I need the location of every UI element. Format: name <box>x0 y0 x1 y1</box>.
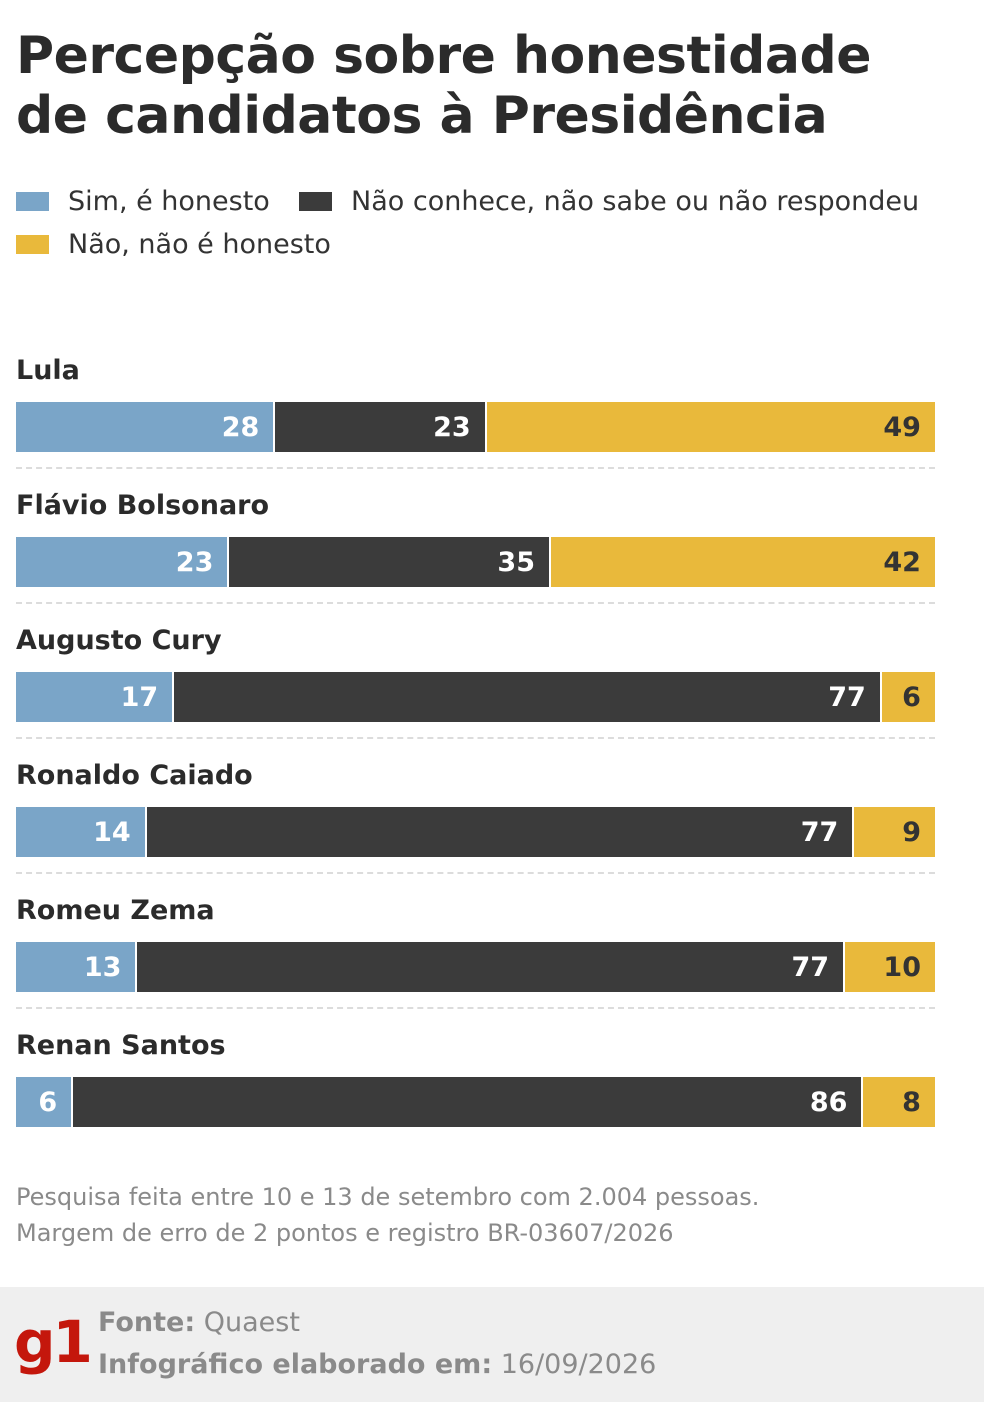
date-value: 16/09/2026 <box>500 1349 657 1380</box>
bar-segment-nao: 49 <box>484 402 935 452</box>
candidate-label: Lula <box>16 355 80 386</box>
bar-segment-nao: 8 <box>861 1077 935 1127</box>
bar-segment-sim: 13 <box>16 942 136 992</box>
legend-label-ns: Não conhece, não sabe ou não respondeu <box>351 186 920 217</box>
legend-label-sim: Sim, é honesto <box>68 186 270 217</box>
title-line-1: Percepção sobre honestidade <box>16 26 871 86</box>
candidate-label: Renan Santos <box>16 1030 226 1061</box>
g1-logo: g1 <box>14 1308 93 1376</box>
row-divider <box>16 1007 935 1009</box>
source-value: Quaest <box>203 1307 300 1338</box>
bar-segment-sim: 14 <box>16 807 145 857</box>
bar-segment-sim: 23 <box>16 537 228 587</box>
date-line: Infográfico elaborado em: 16/09/2026 <box>98 1349 656 1380</box>
legend-item-ns: Não conhece, não sabe ou não respondeu <box>299 186 919 217</box>
bar-segment-nao: 6 <box>879 672 935 722</box>
source-label: Fonte: <box>98 1307 196 1338</box>
legend-label-nao: Não, não é honesto <box>68 229 331 260</box>
margin-note: Margem de erro de 2 pontos e registro BR… <box>16 1219 674 1247</box>
bar-segment-ns: 77 <box>144 807 853 857</box>
candidate-label: Ronaldo Caiado <box>16 760 253 791</box>
bar-segment-ns: 77 <box>135 942 844 992</box>
candidate-label: Flávio Bolsonaro <box>16 490 270 521</box>
stacked-bar: 23 35 42 <box>16 537 935 587</box>
legend-item-sim: Sim, é honesto <box>16 186 270 217</box>
date-label: Infográfico elaborado em: <box>98 1349 493 1380</box>
candidate-label: Romeu Zema <box>16 895 215 926</box>
bar-segment-nao: 10 <box>843 942 935 992</box>
bar-segment-sim: 28 <box>16 402 274 452</box>
bar-segment-nao: 42 <box>549 537 935 587</box>
bar-segment-ns: 35 <box>227 537 549 587</box>
bar-segment-ns: 86 <box>71 1077 862 1127</box>
title-line-2: de candidatos à Presidência <box>16 86 828 146</box>
bar-segment-ns: 23 <box>273 402 485 452</box>
stacked-bar: 13 77 10 <box>16 942 935 992</box>
chart-title: Percepção sobre honestidade de candidato… <box>16 26 966 146</box>
legend-item-nao: Não, não é honesto <box>16 229 331 260</box>
stacked-bar: 28 23 49 <box>16 402 935 452</box>
candidate-label: Augusto Cury <box>16 625 222 656</box>
row-divider <box>16 602 935 604</box>
legend-swatch-nao <box>16 235 49 254</box>
stacked-bar: 14 77 9 <box>16 807 935 857</box>
bar-segment-sim: 6 <box>16 1077 72 1127</box>
row-divider <box>16 737 935 739</box>
bar-segment-nao: 9 <box>852 807 935 857</box>
bar-segment-sim: 17 <box>16 672 173 722</box>
row-divider <box>16 872 935 874</box>
row-divider <box>16 467 935 469</box>
stacked-bar: 6 86 8 <box>16 1077 935 1127</box>
survey-note: Pesquisa feita entre 10 e 13 de setembro… <box>16 1183 760 1211</box>
footer: g1 Fonte: Quaest Infográfico elaborado e… <box>0 1287 984 1402</box>
bar-segment-ns: 77 <box>172 672 880 722</box>
legend-swatch-sim <box>16 192 49 211</box>
legend-swatch-ns <box>299 192 332 211</box>
source-line: Fonte: Quaest <box>98 1307 300 1338</box>
stacked-bar: 17 77 6 <box>16 672 935 722</box>
